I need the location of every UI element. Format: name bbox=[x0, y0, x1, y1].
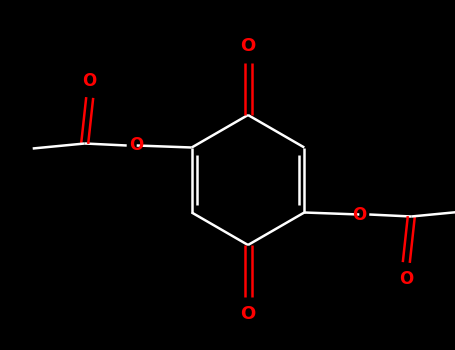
Text: O: O bbox=[83, 71, 97, 90]
Text: O: O bbox=[399, 271, 414, 288]
Text: O: O bbox=[130, 136, 144, 154]
Text: O: O bbox=[240, 305, 256, 323]
Text: O: O bbox=[240, 37, 256, 55]
Text: O: O bbox=[352, 205, 366, 224]
